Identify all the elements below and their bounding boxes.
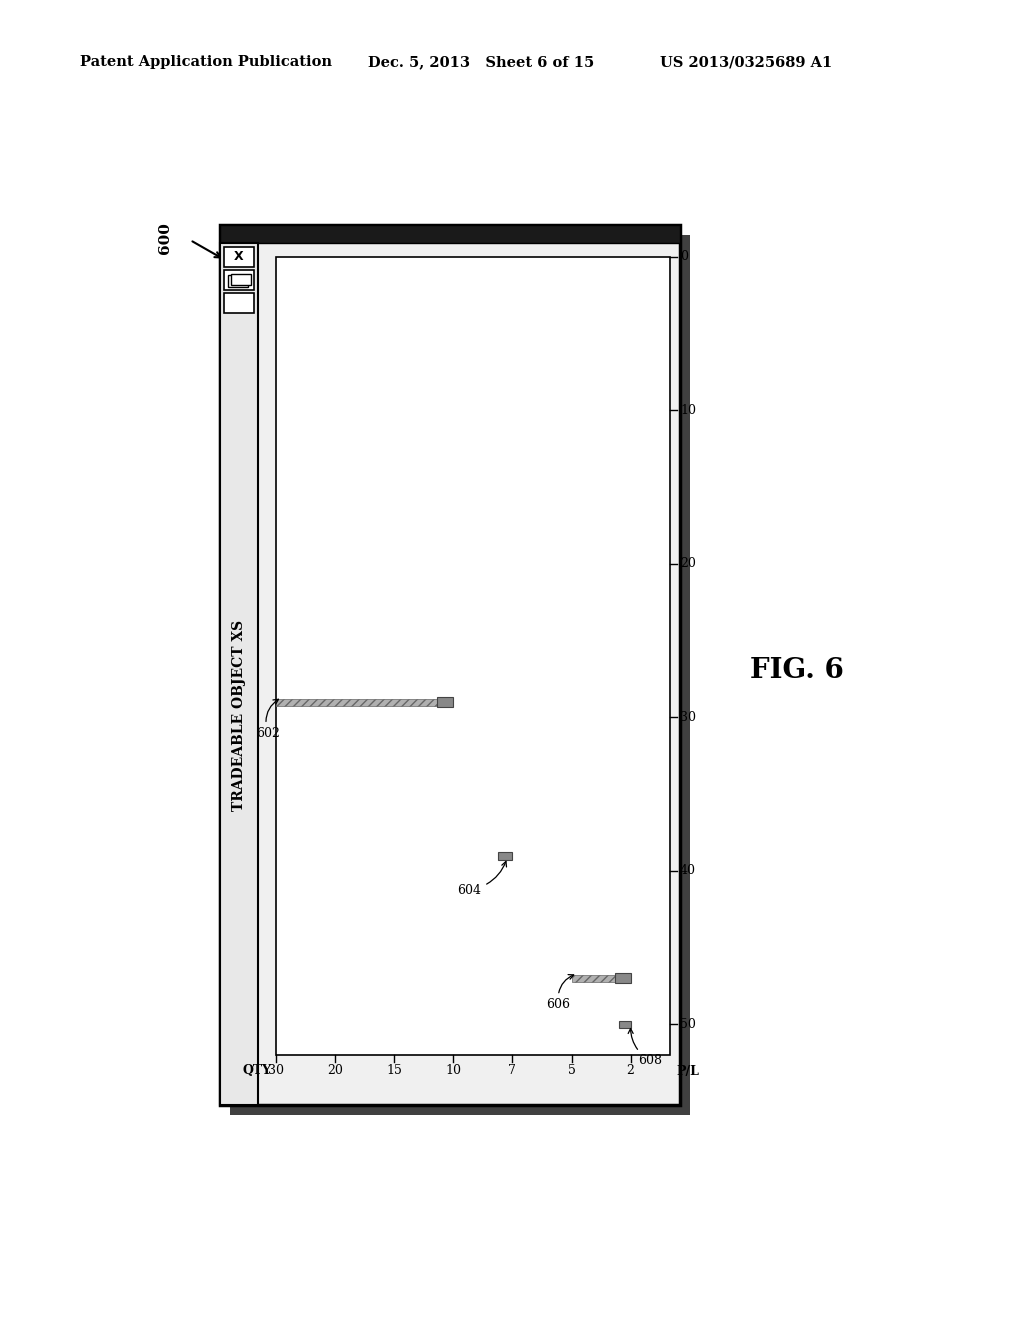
Bar: [231, 275, 251, 285]
Bar: [228, 275, 248, 286]
Text: 15: 15: [386, 1064, 402, 1077]
Bar: [571, 974, 614, 982]
Text: 608: 608: [628, 1028, 663, 1068]
Text: P/L: P/L: [677, 1064, 699, 1077]
Text: 20: 20: [327, 1064, 343, 1077]
Text: 30: 30: [268, 1064, 284, 1077]
Bar: [220, 243, 258, 1105]
Text: 50: 50: [680, 1018, 696, 1031]
Bar: [499, 851, 512, 859]
Text: 0: 0: [680, 251, 688, 264]
Text: 10: 10: [445, 1064, 461, 1077]
Bar: [618, 1020, 631, 1028]
Text: Patent Application Publication: Patent Application Publication: [80, 55, 332, 69]
Bar: [220, 224, 680, 1105]
Text: 7: 7: [509, 1064, 516, 1077]
Text: X: X: [234, 251, 244, 264]
Bar: [224, 293, 254, 313]
Bar: [230, 235, 690, 1115]
Text: TRADEABLE OBJECT XS: TRADEABLE OBJECT XS: [232, 619, 246, 810]
Text: 5: 5: [567, 1064, 575, 1077]
Bar: [614, 973, 631, 983]
Text: 20: 20: [680, 557, 696, 570]
Text: 40: 40: [680, 865, 696, 878]
Bar: [276, 257, 670, 1055]
Text: FIG. 6: FIG. 6: [750, 656, 844, 684]
Text: 30: 30: [680, 711, 696, 723]
Bar: [224, 271, 254, 290]
Bar: [220, 224, 680, 243]
Text: Dec. 5, 2013   Sheet 6 of 15: Dec. 5, 2013 Sheet 6 of 15: [368, 55, 594, 69]
Bar: [224, 247, 254, 267]
Bar: [276, 698, 437, 705]
Text: QTY: QTY: [243, 1064, 272, 1077]
Text: 2: 2: [627, 1064, 635, 1077]
Text: 10: 10: [680, 404, 696, 417]
Text: 600: 600: [158, 222, 172, 253]
Bar: [437, 697, 454, 708]
Text: 604: 604: [458, 862, 507, 896]
Text: US 2013/0325689 A1: US 2013/0325689 A1: [660, 55, 833, 69]
Text: 606: 606: [547, 974, 573, 1011]
Text: 602: 602: [256, 700, 280, 741]
